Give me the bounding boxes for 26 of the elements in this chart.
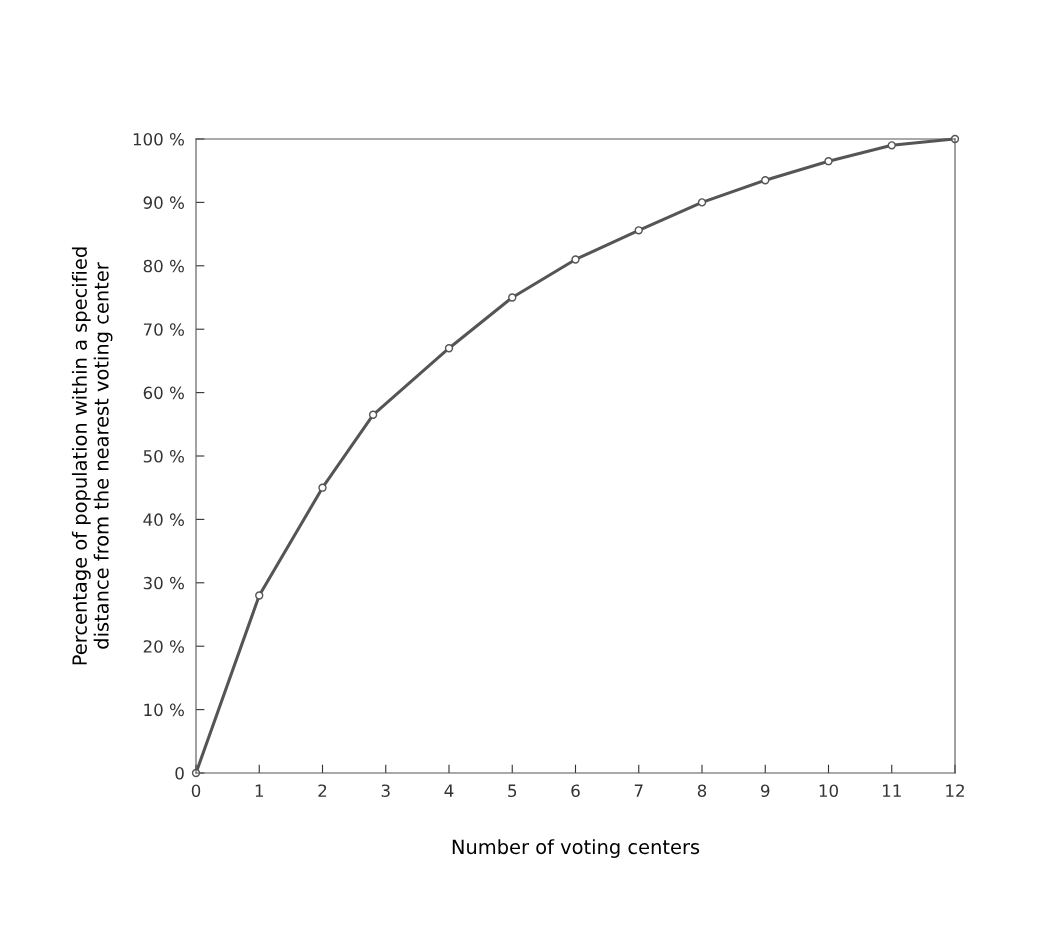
y-tick-label: 20 % xyxy=(143,640,184,653)
x-tick-label: 5 xyxy=(508,784,517,798)
y-tick-label: 60 % xyxy=(143,386,184,400)
y-axis-title: Percentage of population within a specified distance from the nearest voting center xyxy=(71,247,113,665)
y-tick-label: 0 xyxy=(175,766,184,780)
y-tick-label: 10 % xyxy=(144,703,184,717)
y-tick-label: 80 % xyxy=(143,259,184,273)
x-tick-label: 8 xyxy=(697,784,707,798)
y-tick-label: 70 % xyxy=(143,323,184,336)
x-tick-label: 7 xyxy=(634,784,643,797)
y-tick-label: 90 % xyxy=(143,196,184,209)
y-tick-label: 100 % xyxy=(133,132,184,146)
x-tick-label: 1 xyxy=(255,784,264,797)
x-tick-label: 0 xyxy=(191,784,201,798)
y-tick-label: 40 % xyxy=(143,513,184,526)
x-tick-label: 11 xyxy=(882,784,901,797)
x-tick-label: 6 xyxy=(571,784,580,798)
x-tick-label: 9 xyxy=(761,784,770,798)
x-tick-label: 3 xyxy=(381,784,390,798)
y-tick-label: 50 % xyxy=(143,449,184,463)
x-tick-label: 10 xyxy=(819,784,838,798)
x-tick-label: 12 xyxy=(946,784,964,797)
x-tick-label: 4 xyxy=(444,784,454,797)
x-tick-label: 2 xyxy=(318,784,327,797)
y-tick-label: 30 % xyxy=(143,576,184,590)
x-axis-title: Number of voting centers xyxy=(452,839,700,858)
